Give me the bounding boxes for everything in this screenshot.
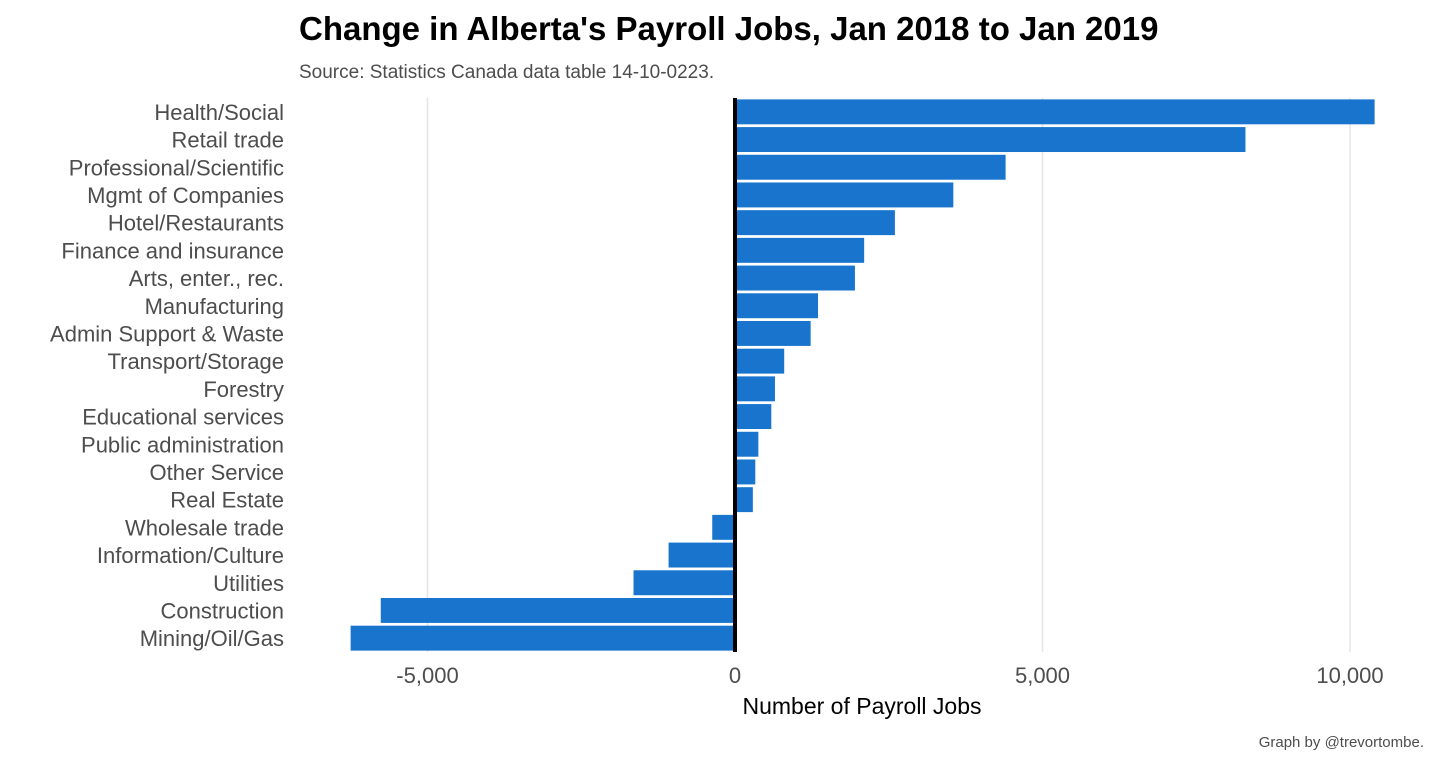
- bar: [735, 182, 954, 208]
- chart-title: Change in Alberta's Payroll Jobs, Jan 20…: [299, 10, 1159, 47]
- chart-subtitle: Source: Statistics Canada data table 14-…: [299, 62, 715, 83]
- category-label: Professional/Scientific: [69, 155, 284, 180]
- category-label: Educational services: [82, 405, 284, 430]
- category-label: Admin Support & Waste: [50, 321, 284, 346]
- bar: [735, 265, 855, 291]
- category-labels: Health/Social Retail tradeProfessional/Sc…: [50, 100, 284, 651]
- bar: [735, 487, 753, 513]
- x-axis-title: Number of Payroll Jobs: [742, 693, 981, 719]
- category-label: Mgmt of Companies: [87, 183, 284, 208]
- x-tick-label: 10,000: [1316, 663, 1383, 688]
- category-label: Public administration: [81, 432, 284, 457]
- category-label: Manufacturing: [145, 294, 284, 319]
- bar: [735, 348, 785, 374]
- category-label: Hotel/Restaurants: [108, 211, 284, 236]
- x-tick-label: -5,000: [396, 663, 458, 688]
- bar: [668, 542, 735, 568]
- category-label: Utilities: [213, 571, 284, 596]
- category-label: Transport/Storage: [108, 349, 285, 374]
- bar: [735, 459, 756, 485]
- bars: [350, 99, 1375, 651]
- category-label: Real Estate: [170, 488, 284, 513]
- bar: [633, 570, 735, 596]
- bar: [735, 404, 772, 430]
- bar: [735, 237, 865, 263]
- bar: [712, 514, 735, 540]
- category-label: Forestry: [203, 377, 284, 402]
- bar: [735, 99, 1375, 125]
- category-label: Mining/Oil/Gas: [140, 626, 284, 651]
- x-tick-label: 5,000: [1015, 663, 1070, 688]
- category-label: Retail trade: [171, 128, 284, 153]
- chart-caption: Graph by @trevortombe.: [1258, 734, 1424, 751]
- category-label: Wholesale trade: [125, 515, 284, 540]
- x-tick-label: 0: [729, 663, 741, 688]
- bar: [735, 431, 759, 457]
- bar: [350, 625, 735, 651]
- bar: [735, 293, 819, 319]
- category-label: Arts, enter., rec.: [129, 266, 284, 291]
- bar: [735, 154, 1006, 180]
- category-label: Other Service: [150, 460, 285, 485]
- grid-lines: [426, 98, 1351, 652]
- category-label: Health/Social: [154, 100, 284, 125]
- category-label: Finance and insurance: [61, 238, 284, 263]
- category-label: Information/Culture: [97, 543, 284, 568]
- category-label: Construction: [160, 598, 284, 623]
- bar: [735, 320, 811, 346]
- bar: [735, 210, 895, 236]
- bar: [735, 376, 775, 402]
- bar: [380, 597, 735, 623]
- bar: [735, 127, 1246, 153]
- x-axis-ticks: -5,000 0 5,000 10,000: [396, 663, 1383, 688]
